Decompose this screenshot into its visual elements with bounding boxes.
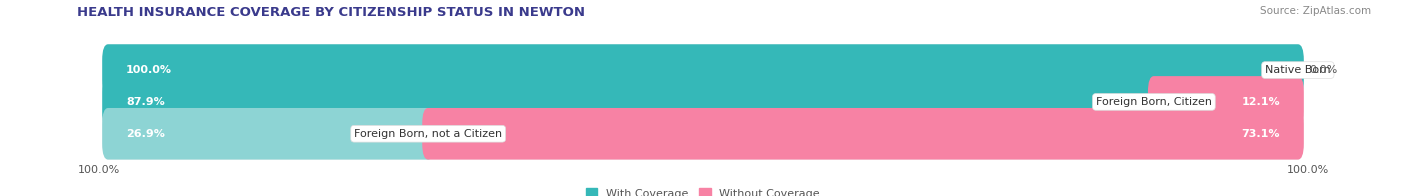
Text: Source: ZipAtlas.com: Source: ZipAtlas.com bbox=[1260, 6, 1371, 16]
FancyBboxPatch shape bbox=[422, 108, 1303, 160]
Text: Native Born: Native Born bbox=[1265, 65, 1330, 75]
FancyBboxPatch shape bbox=[103, 76, 1160, 128]
FancyBboxPatch shape bbox=[1147, 76, 1303, 128]
Text: 12.1%: 12.1% bbox=[1241, 97, 1279, 107]
Text: 100.0%: 100.0% bbox=[1286, 165, 1329, 175]
Legend: With Coverage, Without Coverage: With Coverage, Without Coverage bbox=[582, 184, 824, 196]
Text: Foreign Born, Citizen: Foreign Born, Citizen bbox=[1095, 97, 1212, 107]
Text: 73.1%: 73.1% bbox=[1241, 129, 1279, 139]
FancyBboxPatch shape bbox=[103, 76, 1303, 128]
Text: 100.0%: 100.0% bbox=[127, 65, 172, 75]
Text: 87.9%: 87.9% bbox=[127, 97, 165, 107]
Text: Foreign Born, not a Citizen: Foreign Born, not a Citizen bbox=[354, 129, 502, 139]
FancyBboxPatch shape bbox=[103, 44, 1303, 96]
Text: 26.9%: 26.9% bbox=[127, 129, 165, 139]
FancyBboxPatch shape bbox=[103, 108, 1303, 160]
Text: HEALTH INSURANCE COVERAGE BY CITIZENSHIP STATUS IN NEWTON: HEALTH INSURANCE COVERAGE BY CITIZENSHIP… bbox=[77, 6, 585, 19]
Text: 100.0%: 100.0% bbox=[77, 165, 120, 175]
FancyBboxPatch shape bbox=[103, 108, 434, 160]
Text: 0.0%: 0.0% bbox=[1310, 65, 1339, 75]
FancyBboxPatch shape bbox=[103, 44, 1303, 96]
